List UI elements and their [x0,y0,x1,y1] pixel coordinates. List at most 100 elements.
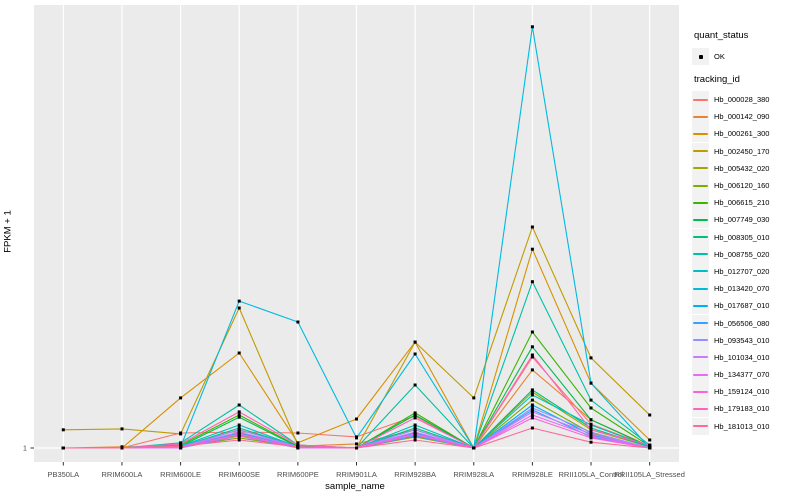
data-point [179,444,183,448]
legend-key-line [693,322,708,325]
legend-key-line [693,167,708,170]
legend-key-box [692,366,709,384]
legend-key-box [692,177,709,195]
legend-key-line [693,373,708,376]
data-point [237,426,241,430]
legend-key-line [693,201,708,204]
data-point [530,368,534,372]
data-point [530,353,534,357]
data-point [413,430,417,434]
data-point [530,390,534,394]
data-point [237,299,241,303]
data-point [530,403,534,407]
data-point [120,427,124,431]
legend-key-box [692,159,709,177]
data-point [530,406,534,410]
data-point [237,432,241,436]
data-point [237,413,241,417]
data-point [179,396,183,400]
data-point [413,438,417,442]
legend-key-line [693,356,708,359]
legend-key-box [692,383,709,401]
data-point [472,396,476,400]
data-point [530,426,534,430]
legend-item-ok: OK [692,48,725,65]
legend-key-box [692,211,709,229]
legend-key-line [693,184,708,187]
data-point [589,406,593,410]
legend-key-box [692,400,709,418]
x-tick-label: RRIM600LE [160,470,201,479]
legend-key-line [693,425,708,428]
legend-item: Hb_017687_010 [692,297,770,315]
legend-key-line [693,270,708,273]
data-point [237,306,241,310]
data-point [61,446,65,450]
legend-item-label: Hb_006120_160 [714,181,770,191]
legend-item: Hb_056506_080 [692,314,770,332]
legend-item-label: Hb_000261_300 [714,129,770,139]
x-tick-label: RRIM600SE [218,470,260,479]
legend-title-tracking-id: tracking_id [694,74,740,85]
legend-item-label: Hb_005432_020 [714,163,770,173]
x-tick-label: RRII105LA_Stressed [614,470,684,479]
legend-item-label: OK [714,52,725,61]
data-point [530,416,534,420]
data-point [413,433,417,437]
data-point [296,431,300,435]
legend-key-box [692,125,709,143]
data-point [413,413,417,417]
ok-point-icon [698,54,703,59]
x-tick-label: RRIM928BA [394,470,436,479]
data-point [413,426,417,430]
legend-item-label: Hb_007749_030 [714,215,770,225]
x-tick-label: RRIM600LA [102,470,143,479]
x-axis-title: sample_name [325,481,385,492]
legend-item: Hb_006120_160 [692,177,770,195]
legend-item: Hb_101034_010 [692,348,769,366]
data-point [237,351,241,355]
legend-key-box [692,48,709,65]
legend-item-label: Hb_017687_010 [714,301,770,311]
legend-key-box [692,314,709,332]
data-point [237,438,241,442]
data-point [530,345,534,349]
legend-item: Hb_181013_010 [692,417,769,435]
data-point [648,446,652,450]
data-point [589,426,593,430]
data-point [237,415,241,419]
x-tick-label: RRIM901LA [336,470,377,479]
legend-key-box [692,91,709,109]
legend-key-box [692,280,709,298]
data-point [413,423,417,427]
legend-item-label: Hb_012707_020 [714,266,770,276]
legend-item: Hb_012707_020 [692,262,770,280]
legend-item: Hb_002450_170 [692,142,769,160]
legend-key-line [693,150,708,153]
data-point [61,428,65,432]
y-axis-title: FPKM + 1 [2,210,14,253]
legend-key-line [693,132,708,135]
data-point [589,381,593,385]
legend-key-box [692,297,709,315]
data-point [589,432,593,436]
data-point [648,438,652,442]
legend-item-label: Hb_056506_080 [714,318,770,328]
legend-key-line [693,407,708,410]
data-point [530,398,534,402]
data-point [237,430,241,434]
legend-key-line [693,287,708,290]
legend-item: Hb_179183_010 [692,400,769,418]
data-point [530,330,534,334]
data-point [296,320,300,324]
data-point [530,393,534,397]
data-point [530,388,534,392]
data-point [413,352,417,356]
x-tick-label: RRII105LA_Control [559,470,624,479]
legend-key-box [692,228,709,246]
data-point [120,446,124,450]
data-point [530,225,534,229]
legend-item: Hb_005432_020 [692,159,770,177]
